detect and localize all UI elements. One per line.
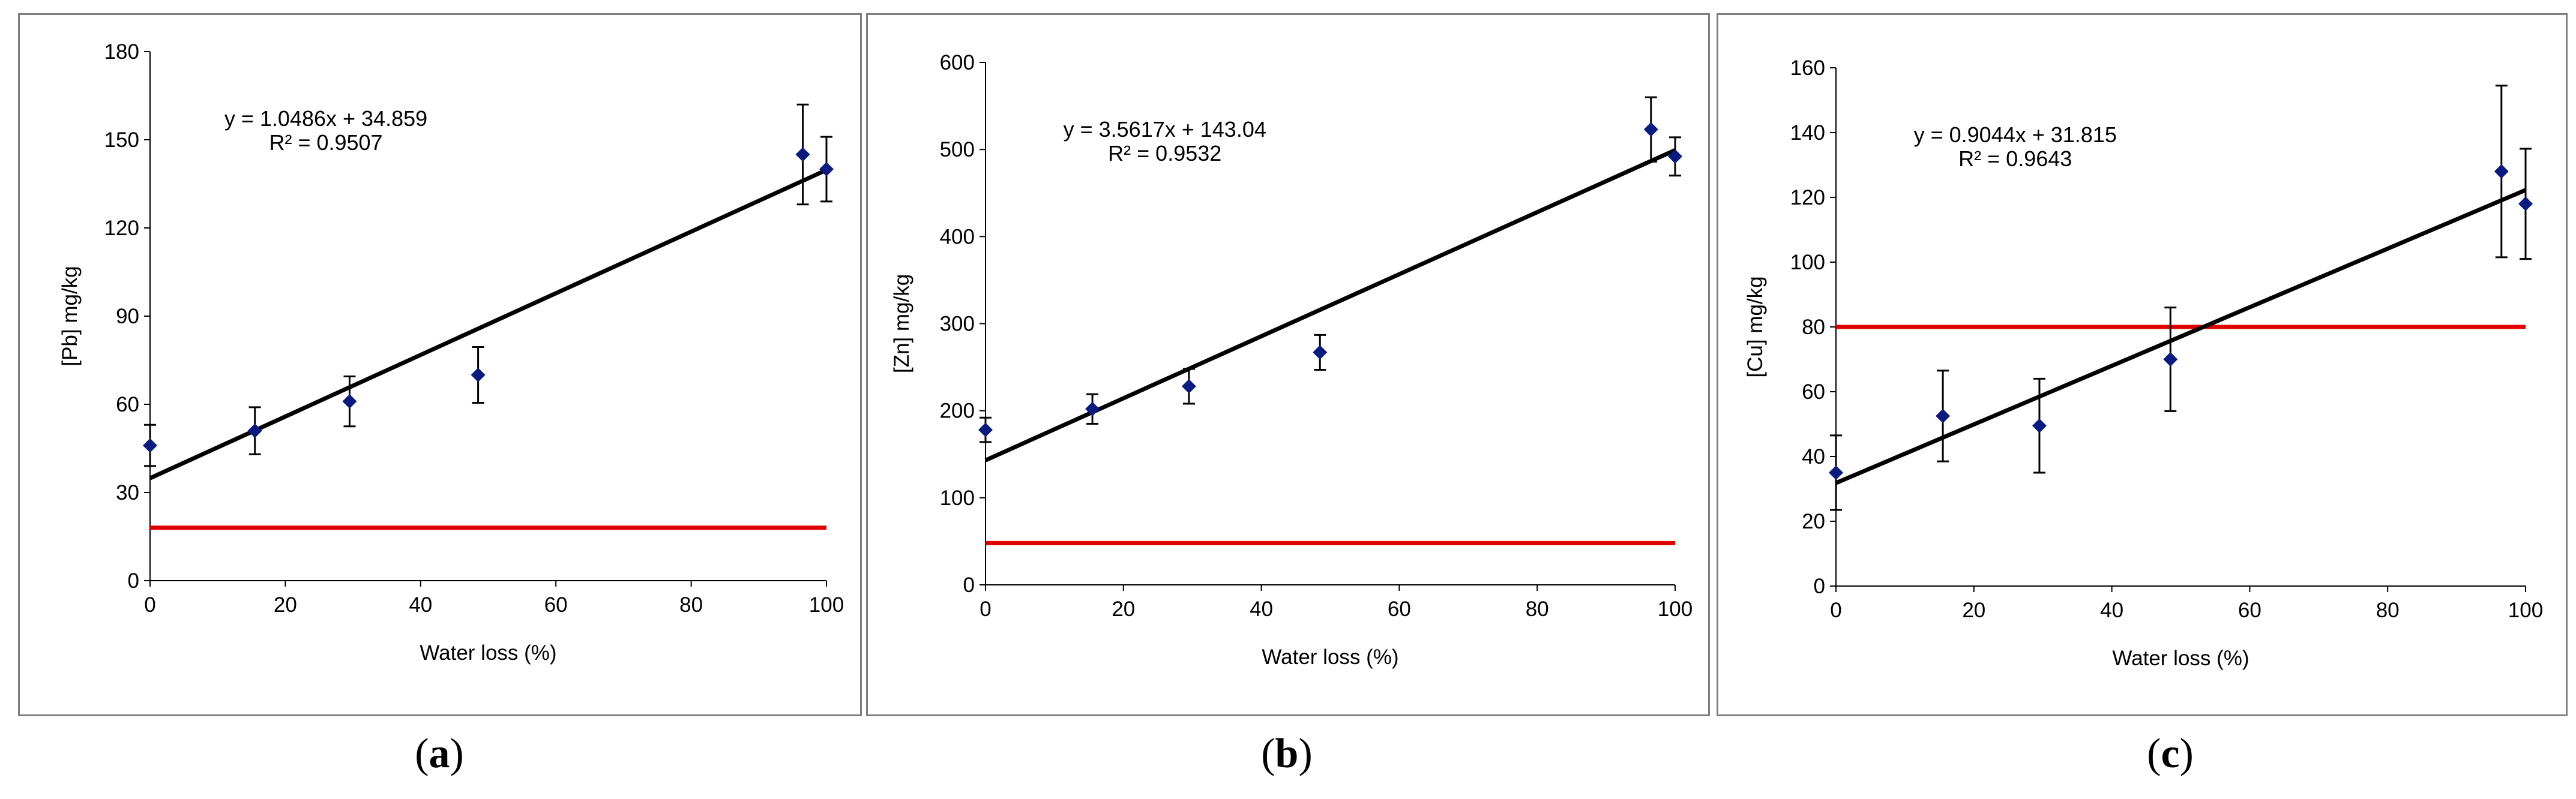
chart-c-data-point: [2518, 196, 2533, 211]
chart-a-y-tick-label: 180: [104, 40, 139, 64]
chart-c-y-tick-label: 0: [1814, 575, 1825, 598]
chart-c-y-tick-label: 100: [1790, 251, 1825, 274]
chart-a-equation: y = 1.0486x + 34.859: [224, 106, 427, 131]
chart-c-x-tick-label: 80: [2376, 599, 2400, 622]
chart-c-x-tick-label: 40: [2100, 599, 2123, 622]
chart-c-x-axis-title: Water loss (%): [2112, 647, 2249, 670]
chart-b-y-tick-label: 300: [940, 313, 975, 336]
chart-c-y-tick-label: 160: [1790, 56, 1825, 80]
chart-b-y-tick-label: 0: [963, 573, 975, 597]
chart-c-y-tick-label: 80: [1802, 316, 1825, 339]
chart-b-x-tick-label: 80: [1526, 597, 1549, 621]
chart-c-data-point: [2163, 352, 2178, 367]
chart-panel-b: 0 100 200 300 400 500 600 0 20 40 60 80 100 Water los…: [866, 13, 1710, 716]
chart-b-x-tick-label: 0: [980, 597, 991, 621]
panel-label-a: (a): [415, 731, 464, 777]
chart-a-data-point: [342, 394, 357, 409]
chart-b-r-squared: R² = 0.9532: [1108, 141, 1221, 166]
chart-a-plot: 0 30 60 90 120 150 180 0 20 40 60 80 100 Water loss (…: [58, 40, 844, 665]
chart-c-data-point: [1936, 408, 1951, 423]
chart-b-y-tick-label: 400: [940, 225, 975, 248]
chart-panel-c: 0 20 40 60 80 100 120 140 160 0 20 40 60 80 100 Water l…: [1717, 13, 2568, 716]
chart-a-trendline: [149, 168, 828, 480]
chart-a-x-tick-label: 40: [409, 593, 432, 617]
chart-a-y-tick-label: 150: [104, 128, 139, 152]
chart-c-trendline: [1835, 188, 2527, 485]
chart-a-y-tick-label: 60: [116, 393, 139, 416]
chart-b-y-tick-label: 600: [940, 51, 975, 74]
chart-c-x-tick-label: 60: [2238, 599, 2262, 622]
chart-c-y-tick-label: 120: [1790, 186, 1825, 209]
chart-a-r-squared: R² = 0.9507: [269, 130, 382, 155]
chart-a-x-tick-label: 0: [144, 593, 155, 617]
chart-c-r-squared: R² = 0.9643: [1958, 146, 2072, 171]
chart-a-x-tick-label: 60: [544, 593, 568, 617]
chart-c-data-point: [2032, 418, 2047, 433]
chart-a-data-point: [471, 368, 486, 382]
chart-b-y-tick-label: 100: [940, 486, 975, 510]
chart-panel-a: 0 30 60 90 120 150 180 0 20 40 60 80 100 Water loss (…: [18, 13, 862, 716]
chart-c-x-tick-label: 20: [1962, 599, 1985, 622]
chart-b-x-axis-title: Water loss (%): [1262, 645, 1398, 669]
chart-c-plot: 0 20 40 60 80 100 120 140 160 0 20 40 60 80 100 Water l…: [1744, 56, 2543, 670]
chart-c-y-tick-label: 40: [1802, 445, 1825, 468]
chart-b-y-tick-label: 500: [940, 138, 975, 161]
chart-b-y-tick-label: 200: [940, 400, 975, 423]
chart-c-y-tick-label: 20: [1802, 510, 1825, 533]
chart-c-data-point: [1829, 465, 1843, 480]
panel-label-c: (c): [2147, 731, 2194, 777]
chart-b-x-tick-label: 60: [1388, 597, 1411, 621]
chart-a-data-point: [247, 423, 262, 438]
chart-c-x-tick-label: 100: [2508, 599, 2543, 622]
chart-a-y-tick-label: 0: [128, 569, 139, 593]
chart-a-data-point: [819, 162, 834, 176]
panel-label-b: (b): [1261, 731, 1313, 777]
chart-a-x-tick-label: 80: [679, 593, 703, 617]
chart-b-data-point: [978, 422, 993, 437]
chart-b-data-point: [1181, 379, 1196, 394]
chart-a-x-axis-title: Water loss (%): [420, 641, 556, 665]
chart-b-x-tick-label: 100: [1658, 597, 1693, 621]
chart-a-y-tick-label: 30: [116, 481, 139, 504]
chart-c-equation: y = 0.9044x + 31.815: [1914, 122, 2117, 147]
chart-a-y-axis-title: [Pb] mg/kg: [58, 266, 82, 366]
chart-c-y-tick-label: 140: [1790, 121, 1825, 145]
chart-a-data-point: [143, 438, 157, 453]
chart-c-y-tick-label: 60: [1802, 380, 1825, 404]
chart-b-x-tick-label: 20: [1112, 597, 1135, 621]
chart-a-data-point: [795, 147, 810, 162]
chart-a-x-tick-label: 100: [809, 593, 844, 617]
chart-c-data-point: [2494, 164, 2509, 179]
chart-b-plot: 0 100 200 300 400 500 600 0 20 40 60 80 100 Water los…: [890, 51, 1693, 669]
chart-b-data-point: [1085, 401, 1100, 416]
chart-b-x-tick-label: 40: [1250, 597, 1273, 621]
chart-c-x-tick-label: 0: [1830, 599, 1841, 622]
chart-b-data-point: [1668, 149, 1682, 164]
chart-a-x-tick-label: 20: [274, 593, 297, 617]
chart-a-y-tick-label: 90: [116, 305, 139, 328]
chart-c-y-axis-title: [Cu] mg/kg: [1744, 276, 1767, 377]
chart-b-y-axis-title: [Zn] mg/kg: [890, 274, 913, 373]
chart-b-equation: y = 3.5617x + 143.04: [1064, 117, 1266, 142]
chart-b-trendline: [984, 148, 1676, 462]
chart-b-data-point: [1313, 345, 1328, 360]
chart-a-y-tick-label: 120: [104, 217, 139, 240]
chart-b-data-point: [1643, 122, 1658, 137]
